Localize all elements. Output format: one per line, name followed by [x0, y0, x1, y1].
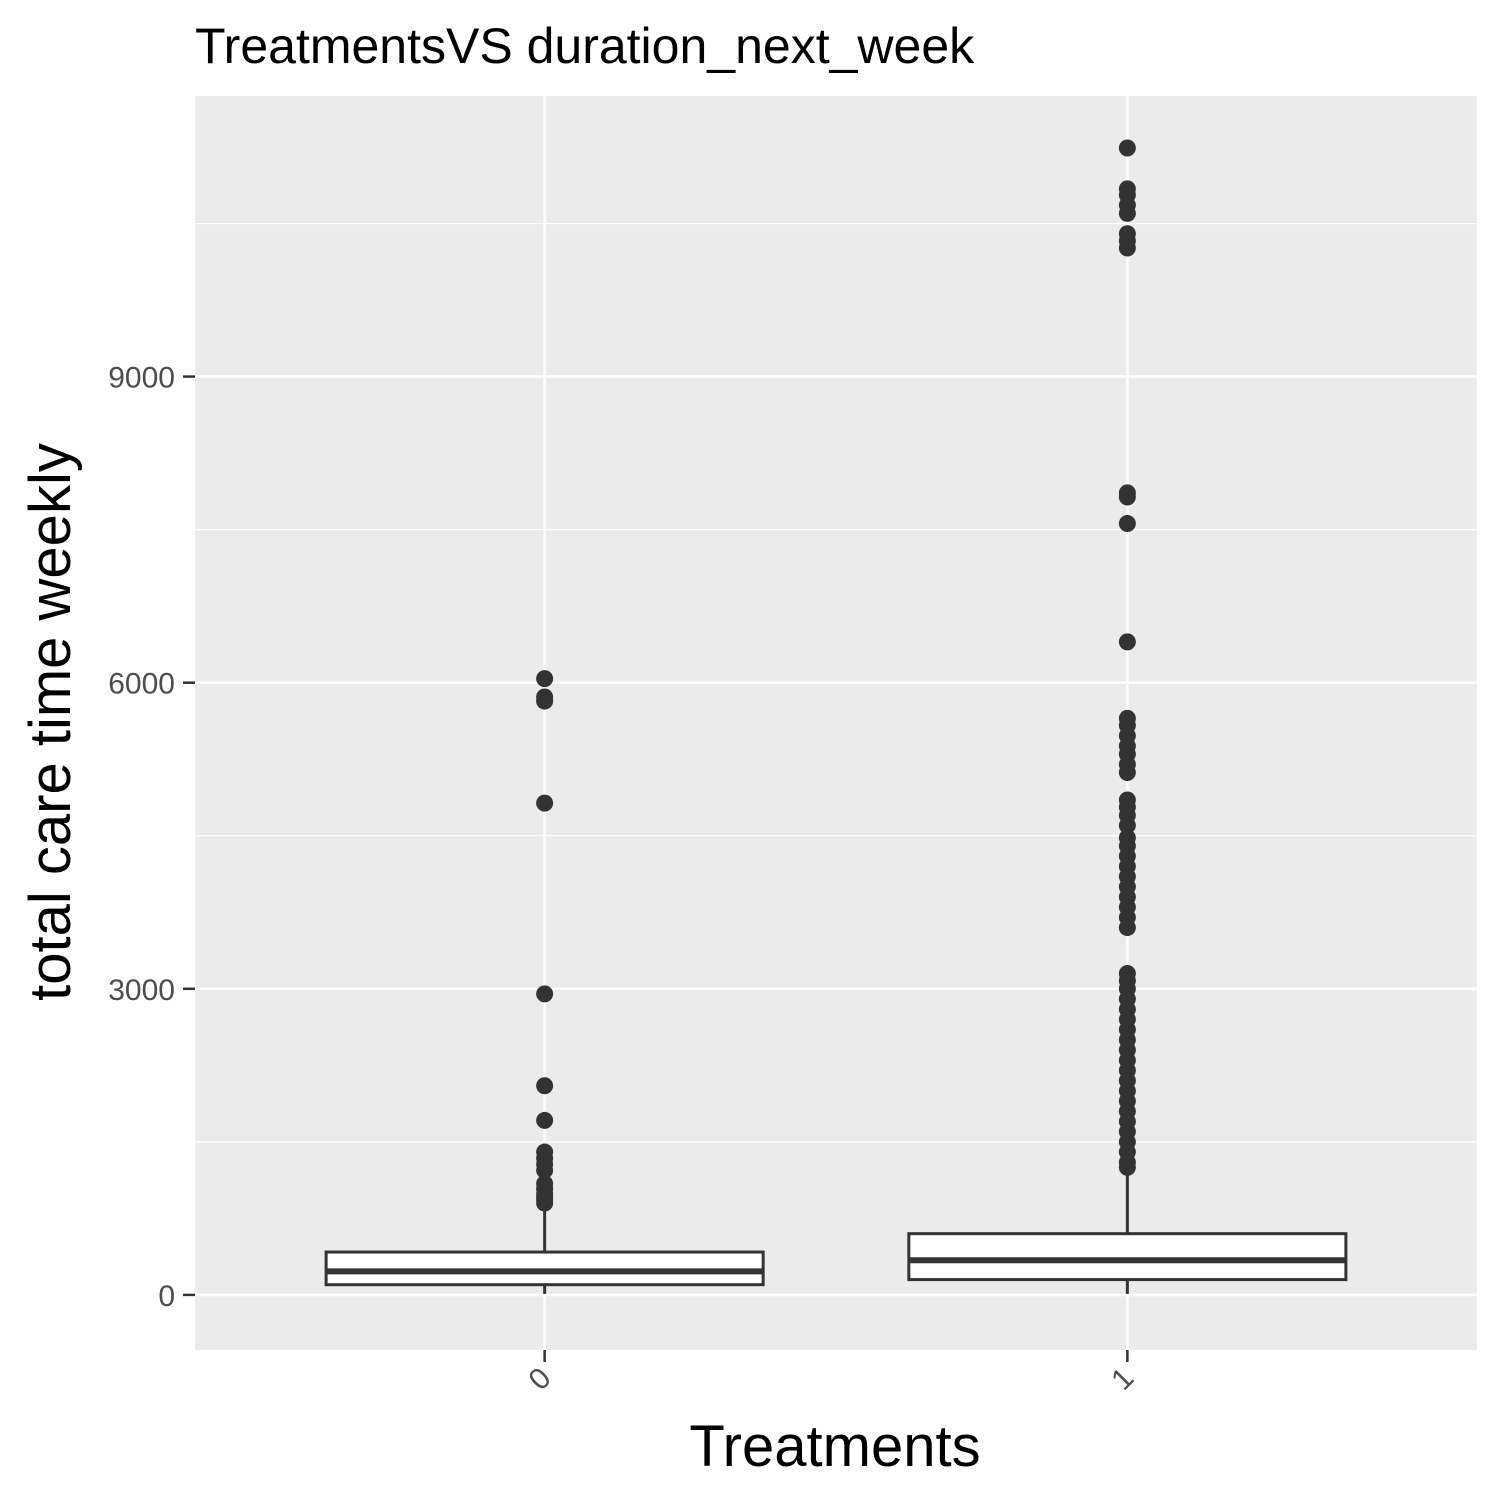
grid-minor: [195, 222, 1477, 1143]
outlier-point: [536, 794, 554, 812]
box-iqr: [907, 1232, 1348, 1282]
outlier-point: [536, 1194, 554, 1212]
outlier-point: [1118, 763, 1136, 781]
y-tick-label: 6000: [108, 668, 175, 701]
outlier-point: [1118, 633, 1136, 651]
x-tick-label: 0: [522, 1362, 557, 1397]
box-iqr: [324, 1250, 765, 1287]
outlier-point: [536, 985, 554, 1003]
x-axis-title: Treatments: [689, 1414, 980, 1479]
outlier-point: [1118, 919, 1136, 937]
outlier-point: [1118, 1158, 1136, 1176]
outlier-point: [536, 670, 554, 688]
plot-panel: [195, 96, 1477, 1350]
outlier-point: [1118, 488, 1136, 506]
y-tick-label: 9000: [108, 362, 175, 395]
outlier-point: [1118, 817, 1136, 835]
outlier-point: [1118, 139, 1136, 157]
y-tick-label: 0: [158, 1280, 175, 1313]
chart-title: TreatmentsVS duration_next_week: [195, 18, 975, 74]
outlier-point: [536, 1161, 554, 1179]
outlier-point: [1118, 515, 1136, 533]
x-tick-label: 1: [1105, 1362, 1140, 1397]
outlier-point: [536, 692, 554, 710]
box-0: [324, 670, 765, 1294]
y-axis-title: total care time weekly: [18, 443, 83, 1001]
outlier-point: [536, 1077, 554, 1095]
outlier-point: [1118, 204, 1136, 222]
boxes: [324, 139, 1348, 1294]
y-axis: 0 3000 6000 9000: [108, 362, 195, 1313]
y-tick-label: 3000: [108, 974, 175, 1007]
outlier-point: [536, 1111, 554, 1129]
outlier-point: [1118, 239, 1136, 257]
box-1: [907, 139, 1348, 1294]
